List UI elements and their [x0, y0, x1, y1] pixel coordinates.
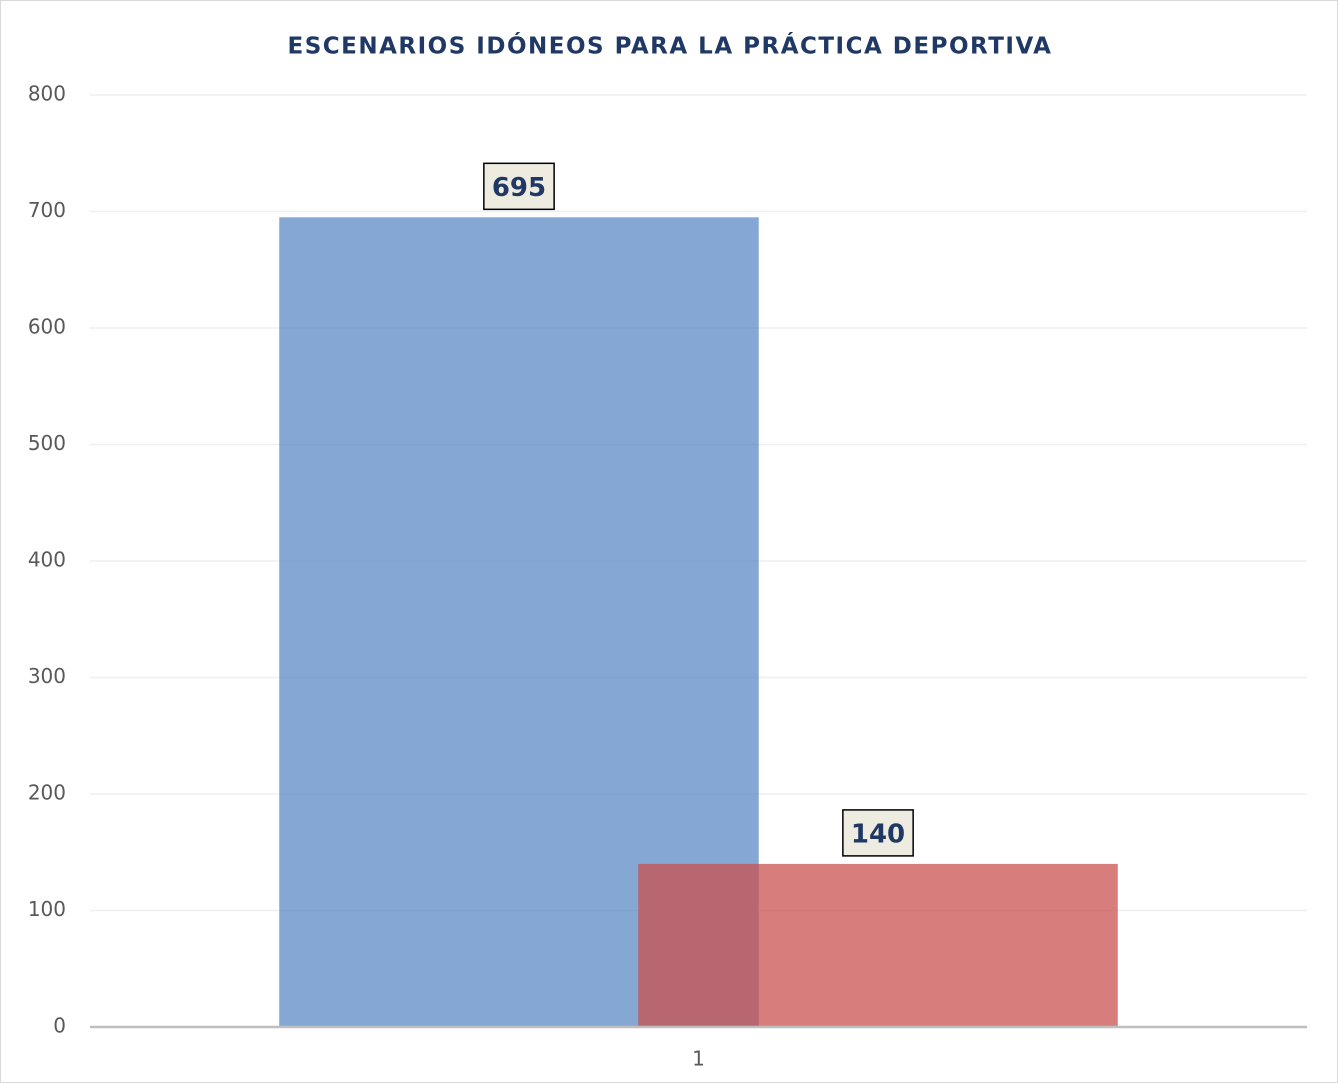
- bar: [638, 863, 1118, 1027]
- y-tick-label: 800: [28, 82, 66, 106]
- x-tick-label: 1: [692, 1047, 705, 1071]
- y-tick-label: 600: [28, 315, 66, 339]
- data-label-box: [842, 809, 914, 857]
- y-tick-label: 0: [53, 1014, 66, 1038]
- chart-title: ESCENARIOS IDÓNEOS PARA LA PRÁCTICA DEPO…: [288, 32, 1053, 60]
- y-tick-label: 100: [28, 897, 66, 921]
- y-tick-label: 700: [28, 198, 66, 222]
- y-tick-label: 300: [28, 664, 66, 688]
- y-tick-label: 400: [28, 548, 66, 572]
- y-tick-label: 500: [28, 431, 66, 455]
- data-label: 695: [492, 173, 546, 203]
- y-tick-label: 200: [28, 781, 66, 805]
- data-label-box: [483, 162, 555, 211]
- data-label: 140: [851, 819, 905, 849]
